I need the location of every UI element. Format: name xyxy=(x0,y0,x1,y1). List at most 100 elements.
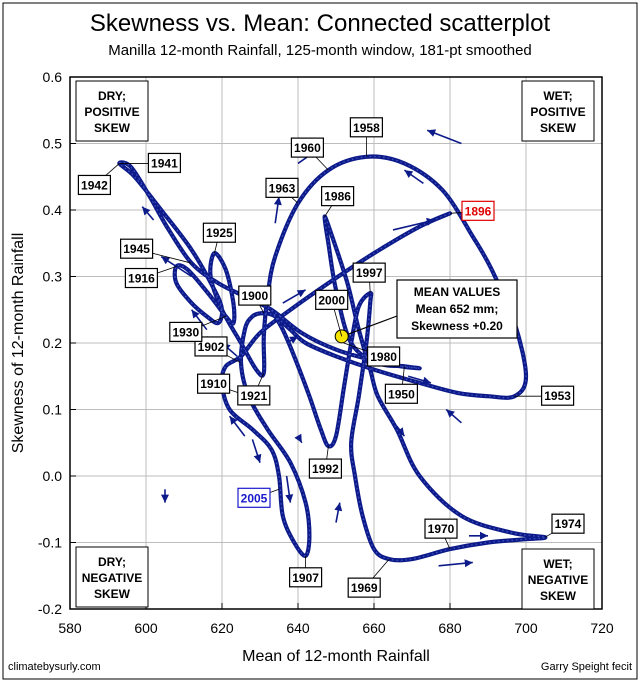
quadrant-text: POSITIVE xyxy=(530,105,585,119)
chart-subtitle: Manilla 12-month Rainfall, 125-month win… xyxy=(108,42,532,59)
year-label: 1950 xyxy=(388,387,415,401)
year-box xyxy=(202,222,236,243)
year-box xyxy=(384,383,418,404)
year-label: 1921 xyxy=(240,389,267,403)
quadrant-text: WET; xyxy=(543,557,572,571)
quadrant-text: SKEW xyxy=(540,589,577,603)
y-tick-label: 0.5 xyxy=(43,136,63,152)
year-label: 1930 xyxy=(172,325,199,339)
year-box xyxy=(124,267,159,289)
mean-leader xyxy=(347,315,398,335)
year-label: 1992 xyxy=(312,462,339,476)
year-label: 1974 xyxy=(555,517,582,531)
x-tick-label: 700 xyxy=(514,620,538,636)
mean-box xyxy=(396,279,518,339)
x-tick-label: 580 xyxy=(58,620,82,636)
year-label: 1896 xyxy=(465,204,492,218)
year-label: 1945 xyxy=(123,242,150,256)
x-tick-label: 620 xyxy=(210,620,234,636)
quadrant-box xyxy=(75,546,149,608)
x-tick-label: 660 xyxy=(362,620,386,636)
year-labels: 1896 1900 1902 1907 1910 1916 1921 1925 1930 1941… xyxy=(77,117,585,598)
year-label: 1997 xyxy=(356,266,383,280)
x-tick-label: 640 xyxy=(286,620,310,636)
quadrant-text: SKEW xyxy=(540,121,577,135)
y-tick-label: 0.1 xyxy=(43,402,63,418)
direction-arrow-head xyxy=(285,494,294,503)
year-box xyxy=(237,385,271,406)
year-label: 1941 xyxy=(151,156,178,170)
direction-arrow-head xyxy=(161,494,169,503)
y-tick-label: 0.0 xyxy=(43,468,63,484)
year-box xyxy=(169,321,203,342)
direction-arrow-head xyxy=(253,453,262,463)
year-label: 1963 xyxy=(269,181,296,195)
quadrant-boxes: DRY; POSITIVE SKEW WET; POSITIVE SKEW DRY; NEGA… xyxy=(75,80,595,610)
year-label: 1960 xyxy=(294,141,321,155)
direction-arrow-head xyxy=(464,559,473,568)
year-box xyxy=(349,117,383,138)
quadrant-text: SKEW xyxy=(94,587,131,601)
year-label: 1907 xyxy=(292,571,319,585)
year-box xyxy=(119,238,154,259)
direction-arrow-head xyxy=(426,217,435,226)
year-box xyxy=(194,336,228,357)
year-box xyxy=(551,513,585,534)
quadrant-box xyxy=(521,548,595,610)
year-label: 1958 xyxy=(353,121,380,135)
quadrant-box xyxy=(75,80,149,142)
year-label: 1916 xyxy=(128,272,155,286)
quadrant-box xyxy=(521,80,595,142)
quadrant-text: POSITIVE xyxy=(84,105,139,119)
direction-arrow-head xyxy=(161,256,171,265)
direction-arrow-head xyxy=(273,196,282,206)
year-box xyxy=(265,177,299,198)
year-box xyxy=(289,567,323,588)
year-box xyxy=(315,289,349,310)
y-axis-label: Skewness of 12-month Rainfall xyxy=(10,233,27,454)
y-tick-label: 0.6 xyxy=(43,69,63,85)
year-box xyxy=(321,186,355,207)
direction-arrow-head xyxy=(229,416,238,425)
direction-arrow-head xyxy=(404,170,414,178)
x-axis-label: Mean of 12-month Rainfall xyxy=(242,648,430,665)
year-box xyxy=(238,285,272,306)
mean-annotation-line: MEAN VALUES xyxy=(414,285,500,299)
year-label: 1953 xyxy=(544,389,571,403)
year-box xyxy=(367,346,401,367)
quadrant-text: WET; xyxy=(543,89,572,103)
x-tick-label: 720 xyxy=(590,620,614,636)
direction-arrow-head xyxy=(427,129,437,137)
axis-ticks: 580 600 620 640 660 680 700 720 -0.2 -0.1 0.0 0.1 0.… xyxy=(38,69,614,636)
mean-annotation: MEAN VALUES Mean 652 mm; Skewness +0.20 xyxy=(347,279,518,339)
direction-arrow-head xyxy=(422,376,431,385)
direction-arrow-head xyxy=(334,502,343,512)
mean-annotation-line: Mean 652 mm; xyxy=(416,302,499,316)
direction-arrow-head xyxy=(446,409,455,418)
year-label: 1902 xyxy=(198,340,225,354)
year-box xyxy=(290,137,324,158)
chart-title: Skewness vs. Mean: Connected scatterplot xyxy=(90,10,551,37)
y-tick-label: 0.2 xyxy=(43,335,63,351)
mean-annotation-line: Skewness +0.20 xyxy=(411,319,503,333)
year-box xyxy=(540,385,575,406)
y-tick-label: 0.3 xyxy=(43,269,63,285)
year-box xyxy=(77,174,112,196)
year-label: 1980 xyxy=(370,350,397,364)
series-line-texture xyxy=(118,155,546,561)
year-label: 1900 xyxy=(241,289,268,303)
direction-arrow-head xyxy=(294,433,302,443)
x-tick-label: 600 xyxy=(134,620,158,636)
quadrant-text: NEGATIVE xyxy=(82,571,142,585)
year-box xyxy=(308,458,342,479)
year-label: 1986 xyxy=(324,190,351,204)
year-label: 2005 xyxy=(241,491,268,505)
quadrant-text: DRY; xyxy=(98,89,126,103)
y-tick-label: -0.1 xyxy=(38,535,62,551)
year-box xyxy=(197,373,231,394)
year-box xyxy=(347,577,381,598)
year-label: 1969 xyxy=(351,581,378,595)
